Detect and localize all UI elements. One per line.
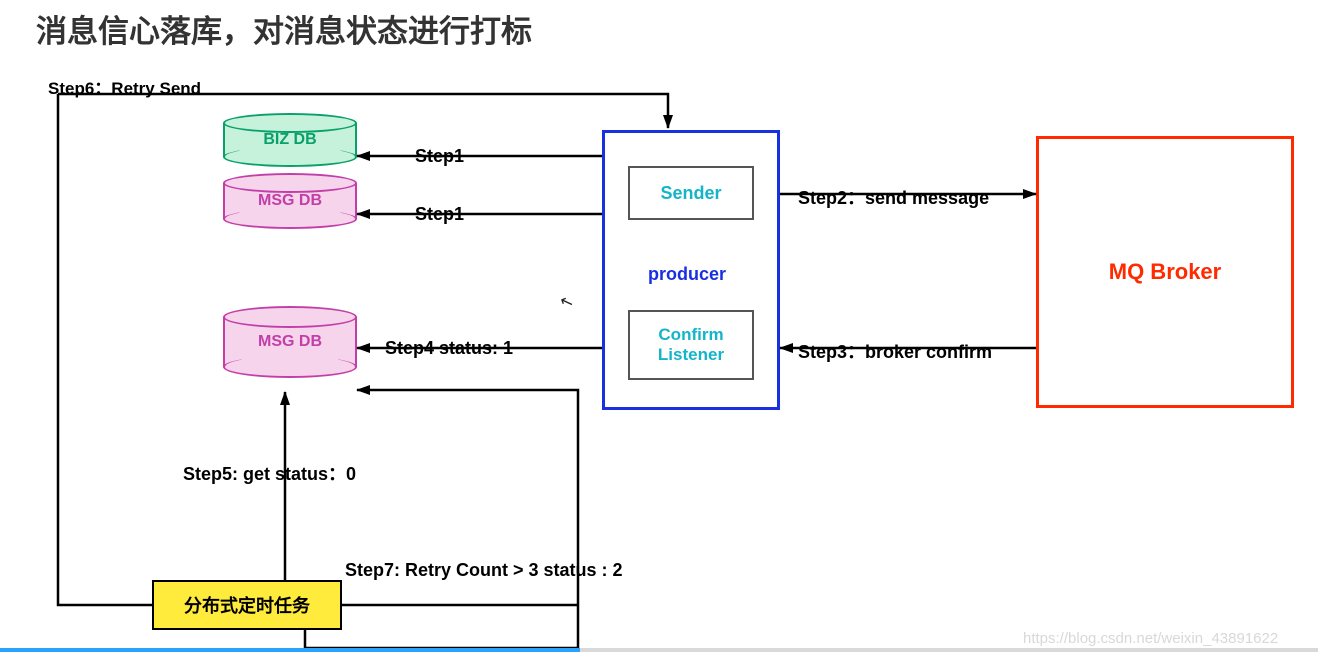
video-progress-fill [0,648,580,652]
sender-label: Sender [660,183,721,204]
page-title: 消息信心落库，对消息状态进行打标 [36,6,532,51]
diagram-canvas: 消息信心落库，对消息状态进行打标 Sender Confirm Listener… [0,0,1318,654]
step3-label: Step3：broker confirm [798,338,992,364]
watermark-text: https://blog.csdn.net/weixin_43891622 [1023,630,1278,647]
step1a-label: Step1 [415,146,464,167]
msg-db-mid-label: MSG DB [258,333,322,351]
mq-broker-label: MQ Broker [1109,259,1221,285]
cursor-icon: ↖ [557,290,576,313]
step6-label: Step6：Retry Send [48,74,201,99]
edge-e_step6_right [58,94,668,128]
step1b-label: Step1 [415,204,464,225]
scheduler-label: 分布式定时任务 [184,592,310,618]
msg-db-top-cylinder: MSG DB [223,173,357,229]
step4-label: Step4 status: 1 [385,338,513,359]
step7-label: Step7: Retry Count > 3 status : 2 [345,560,623,581]
step5-label: Step5: get status：0 [183,460,356,486]
confirm-listener-box: Confirm Listener [628,310,754,380]
edge-e_step7 [305,390,578,648]
scheduler-box: 分布式定时任务 [152,580,342,630]
msg-db-top-label: MSG DB [258,192,322,210]
step2-label: Step2：send message [798,184,989,210]
mq-broker-box: MQ Broker [1036,136,1294,408]
confirm-listener-label: Confirm Listener [658,325,724,364]
producer-label: producer [648,264,726,285]
sender-box: Sender [628,166,754,220]
msg-db-mid-cylinder: MSG DB [223,306,357,378]
biz-db-cylinder: BIZ DB [223,113,357,167]
edge-e_step6_top [58,94,152,605]
